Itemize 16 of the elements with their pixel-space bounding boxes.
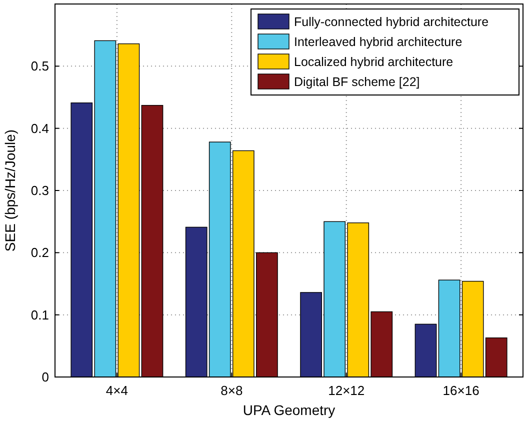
y-tick-label: 0.4 bbox=[30, 120, 49, 136]
legend-label: Digital BF scheme [22] bbox=[294, 75, 420, 89]
y-axis-title: SEE (bps/Hz/Joule) bbox=[2, 129, 18, 252]
y-tick-label: 0.5 bbox=[30, 58, 49, 74]
x-tick-label: 8×8 bbox=[220, 383, 243, 398]
y-tick-label: 0.1 bbox=[30, 307, 49, 322]
x-tick-label: 12×12 bbox=[328, 383, 365, 398]
x-tick-label: 4×4 bbox=[106, 383, 128, 398]
legend-label: Interleaved hybrid architecture bbox=[294, 35, 462, 49]
x-tick-label: 16×16 bbox=[442, 383, 480, 398]
y-tick-label: 0.2 bbox=[30, 245, 49, 260]
legend-label: Localized hybrid architecture bbox=[294, 55, 454, 69]
x-axis-title: UPA Geometry bbox=[242, 402, 336, 418]
legend-label: Fully-connected hybrid architecture bbox=[294, 15, 489, 29]
y-tick-label: 0.3 bbox=[30, 183, 49, 198]
y-tick-label: 0 bbox=[42, 370, 49, 385]
